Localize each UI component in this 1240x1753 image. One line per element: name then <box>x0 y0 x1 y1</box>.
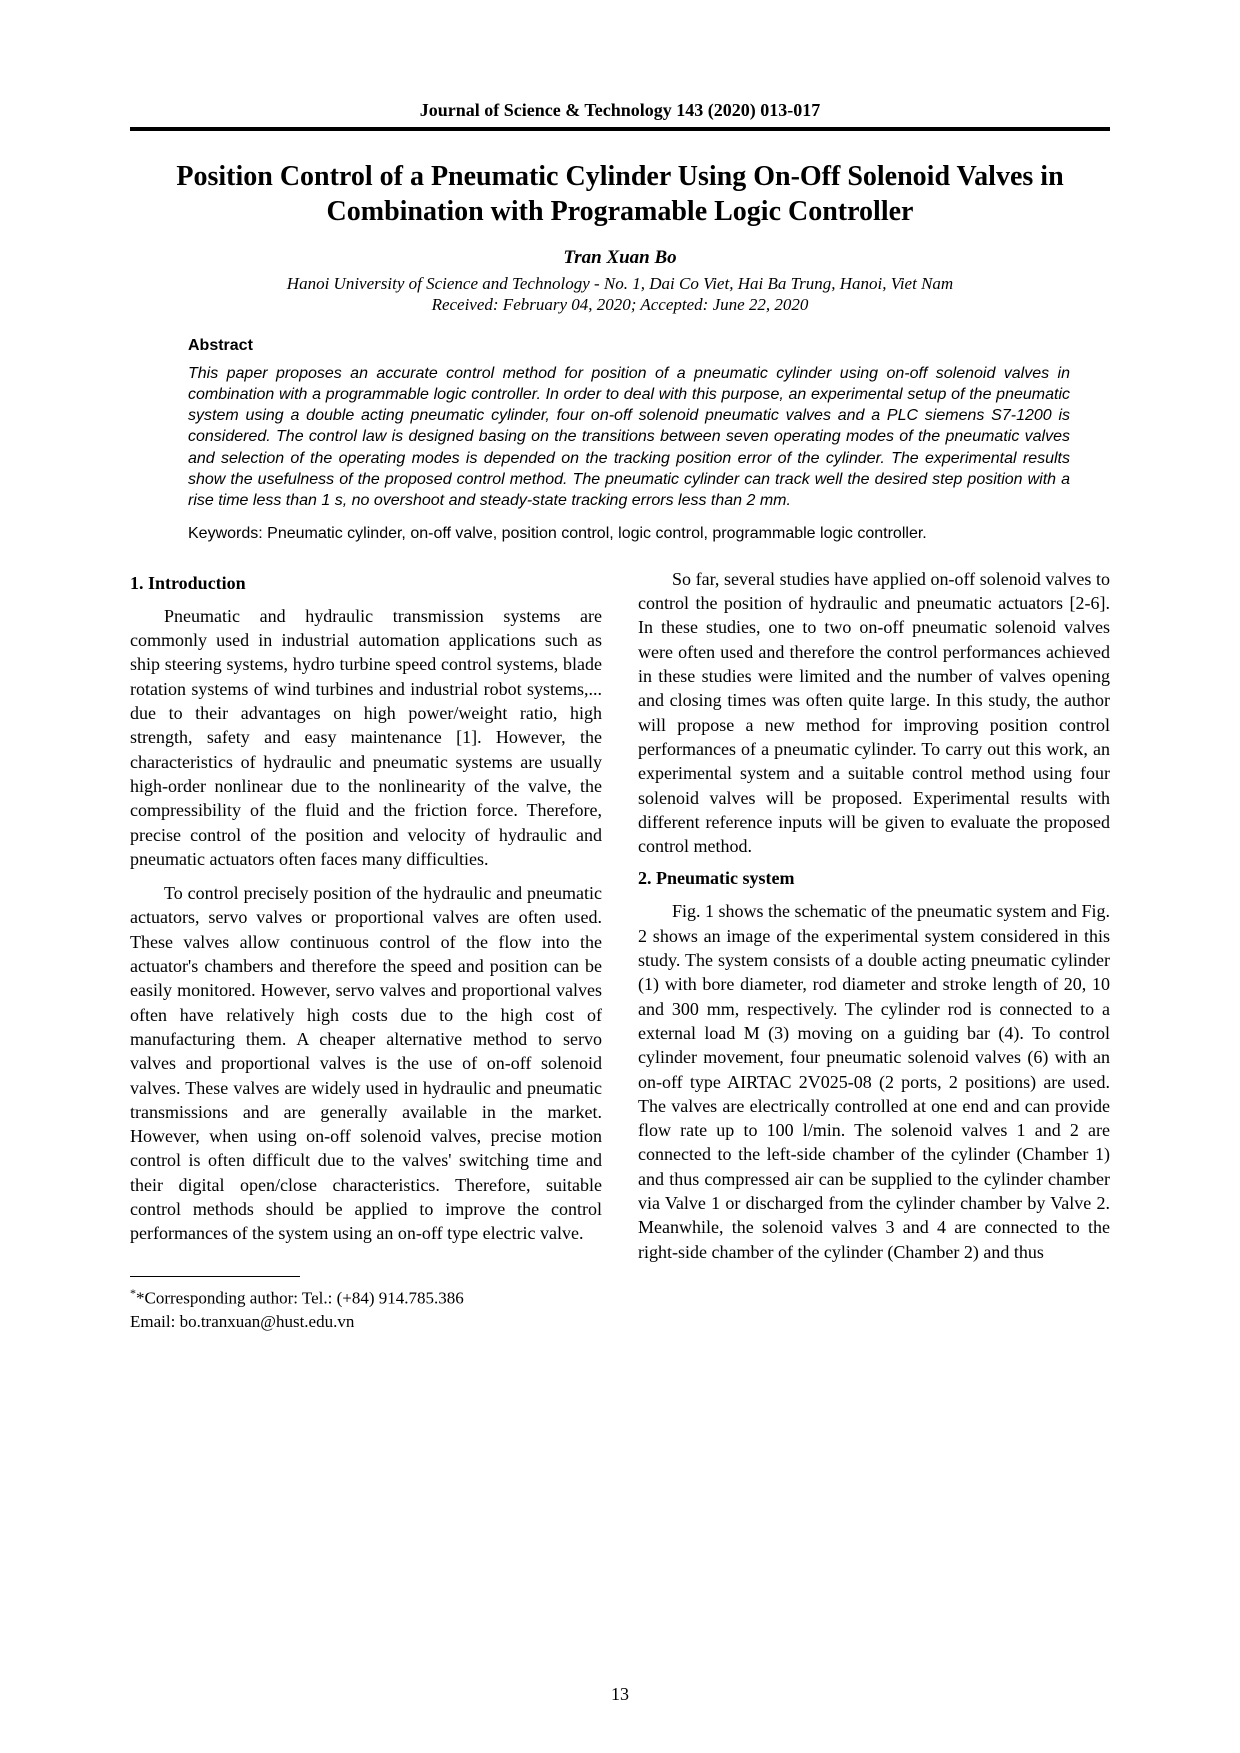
page-number: 13 <box>0 1684 1240 1705</box>
footnote: **Corresponding author: Tel.: (+84) 914.… <box>130 1285 602 1334</box>
paragraph: Pneumatic and hydraulic transmission sys… <box>130 604 602 871</box>
paragraph: To control precisely position of the hyd… <box>130 881 602 1245</box>
paragraph: So far, several studies have applied on-… <box>638 567 1110 859</box>
author-name: Tran Xuan Bo <box>130 247 1110 269</box>
affiliation: Hanoi University of Science and Technolo… <box>130 273 1110 295</box>
paragraph: Fig. 1 shows the schematic of the pneuma… <box>638 899 1110 1263</box>
keywords: Keywords: Pneumatic cylinder, on-off val… <box>188 525 1070 543</box>
dates: Received: February 04, 2020; Accepted: J… <box>130 295 1110 315</box>
section-heading-pneumatic-system: 2. Pneumatic system <box>638 868 1110 889</box>
paper-title: Position Control of a Pneumatic Cylinder… <box>170 159 1070 229</box>
two-column-body: 1. Introduction Pneumatic and hydraulic … <box>130 567 1110 1334</box>
column-right: So far, several studies have applied on-… <box>638 567 1110 1334</box>
footnote-line-2: Email: bo.tranxuan@hust.edu.vn <box>130 1310 602 1334</box>
section-heading-introduction: 1. Introduction <box>130 573 602 594</box>
footnote-rule <box>130 1276 300 1277</box>
abstract-text: This paper proposes an accurate control … <box>188 363 1070 511</box>
page: Journal of Science & Technology 143 (202… <box>0 0 1240 1753</box>
abstract-heading: Abstract <box>188 337 1070 355</box>
journal-header: Journal of Science & Technology 143 (202… <box>130 100 1110 125</box>
abstract-block: Abstract This paper proposes an accurate… <box>188 337 1070 543</box>
footnote-line-1: **Corresponding author: Tel.: (+84) 914.… <box>130 1285 602 1310</box>
corresponding-author-tel: *Corresponding author: Tel.: (+84) 914.7… <box>136 1288 464 1307</box>
header-rule <box>130 127 1110 131</box>
column-left: 1. Introduction Pneumatic and hydraulic … <box>130 567 602 1334</box>
